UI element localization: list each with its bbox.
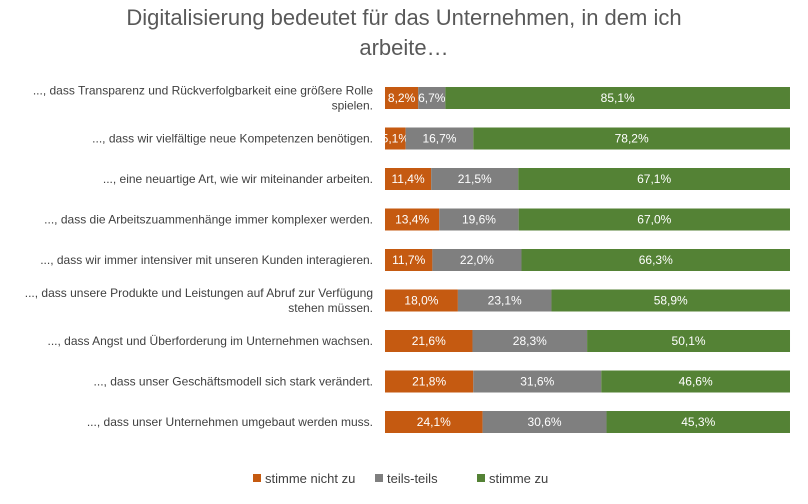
bar-segment-teils-teils [418,87,446,109]
data-label: 66,3% [639,253,673,267]
bar-segment-stimme-zu [606,411,790,433]
chart-title-line-1: Digitalisierung bedeutet für das Unterne… [126,5,682,30]
legend-label: stimme nicht zu [265,471,355,486]
category-label: stehen müssen. [288,301,373,315]
bar-segment-teils-teils [482,411,607,433]
category-label: ..., dass wir vielfältige neue Kompetenz… [92,132,373,146]
bar-segment-stimme-nicht-zu [385,87,419,109]
data-label: 24,1% [417,415,451,429]
bar-segment-stimme-nicht-zu [385,370,474,393]
category-label: spielen. [332,99,373,113]
category-label: ..., dass unser Geschäftsmodell sich sta… [94,375,373,389]
data-label: 21,8% [412,375,446,389]
bar-segment-stimme-nicht-zu [385,127,406,150]
data-label: 45,3% [681,415,715,429]
data-label: 11,7% [392,253,425,267]
category-label: ..., dass unsere Produkte und Leistungen… [25,286,373,300]
category-label: ..., dass die Arbeitszuammenhänge immer … [44,213,373,227]
category-label: ..., dass unser Unternehmen umgebaut wer… [87,415,373,429]
bar-segment-stimme-nicht-zu [385,249,433,271]
bar-segment-stimme-zu [518,208,790,231]
bar-segment-stimme-nicht-zu [385,208,440,231]
data-label: 22,0% [460,253,494,267]
data-label: 5,1% [382,132,410,146]
category-label: ..., dass Transparenz und Rückverfolgbar… [33,84,373,98]
bar-segment-stimme-zu [473,127,790,150]
bar-segment-teils-teils [431,168,519,190]
data-label: 19,6% [462,213,496,227]
data-label: 21,5% [458,172,492,186]
bar-segment-stimme-nicht-zu [385,411,483,433]
data-label: 6,7% [418,91,446,105]
bar-segment-teils-teils [439,208,519,231]
data-label: 67,1% [637,172,671,186]
bar-segment-stimme-zu [518,168,790,190]
data-label: 8,2% [388,91,416,105]
data-label: 46,6% [679,375,713,389]
bar-segment-stimme-zu [551,289,790,312]
data-label: 23,1% [488,294,522,308]
legend-swatch [375,474,383,482]
bar-segment-stimme-zu [601,370,790,393]
bar-segment-teils-teils [457,289,552,312]
data-label: 67,0% [637,213,671,227]
data-label: 31,6% [520,375,554,389]
bar-segment-teils-teils [405,127,474,150]
bar-segment-stimme-nicht-zu [385,330,473,352]
bar-segment-stimme-zu [587,330,791,352]
data-label: 11,4% [392,172,425,186]
bar-segment-stimme-zu [521,249,790,271]
legend-swatch [253,474,261,482]
legend-swatch [477,474,485,482]
bar-segment-stimme-zu [445,87,790,109]
data-label: 30,6% [528,415,562,429]
bar-segment-teils-teils [473,370,602,393]
data-label: 13,4% [395,213,429,227]
data-label: 16,7% [422,132,456,146]
data-label: 85,1% [601,91,635,105]
data-label: 28,3% [513,334,547,348]
bar-segment-teils-teils [432,249,522,271]
bar-segment-stimme-nicht-zu [385,168,432,190]
chart-title-line-2: arbeite… [359,35,449,60]
data-label: 50,1% [672,334,706,348]
category-label: ..., eine neuartige Art, wie wir miteina… [103,172,373,186]
data-label: 18,0% [404,294,438,308]
data-label: 58,9% [654,294,688,308]
category-label: ..., dass wir immer intensiver mit unser… [40,253,373,267]
legend-label: teils-teils [387,471,438,486]
data-label: 78,2% [615,132,649,146]
legend-label: stimme zu [489,471,548,486]
bar-segment-teils-teils [472,330,588,352]
category-label: ..., dass Angst und Überforderung im Unt… [47,334,373,348]
data-label: 21,6% [412,334,446,348]
bar-segment-stimme-nicht-zu [385,289,458,312]
